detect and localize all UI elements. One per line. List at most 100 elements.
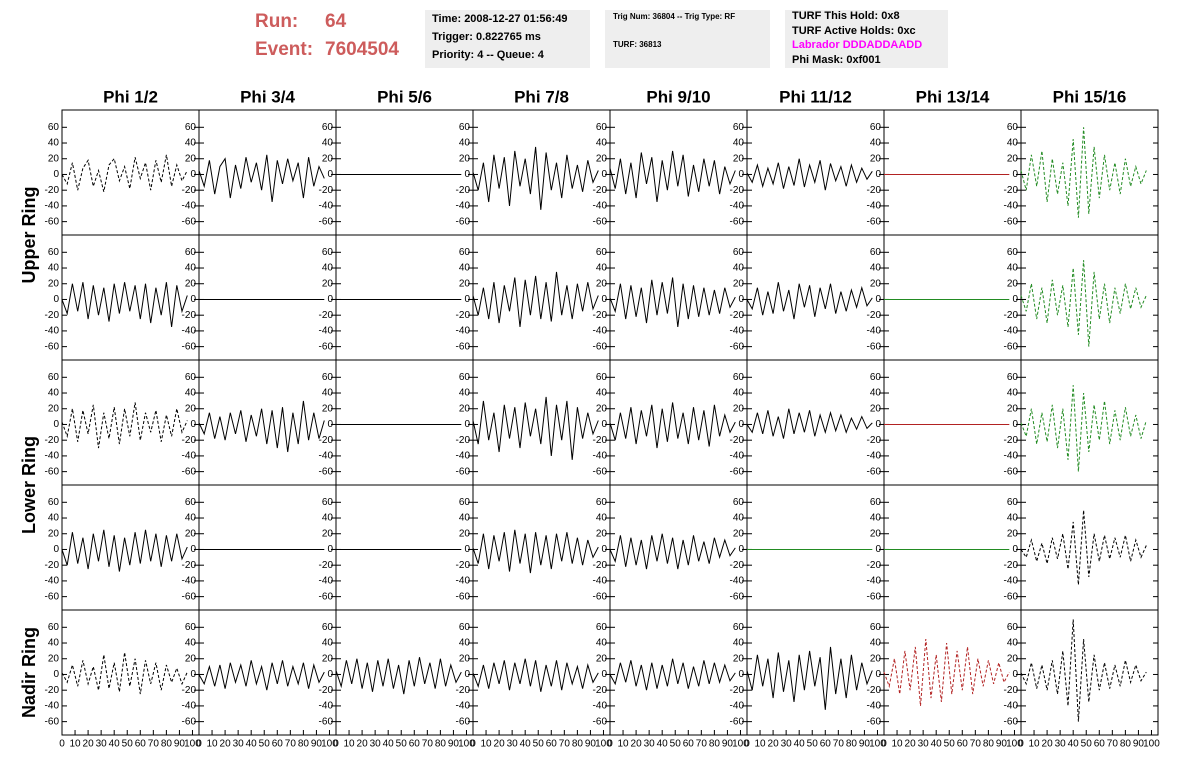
- waveform: [746, 282, 873, 320]
- y-tick-label: 0: [601, 419, 607, 430]
- y-tick-label: 20: [185, 403, 197, 414]
- column-title: Phi 9/10: [646, 87, 710, 106]
- waveform: [61, 282, 188, 328]
- y-tick-label: 0: [53, 419, 59, 430]
- x-tick-label: 10: [206, 739, 218, 750]
- panel-frame: [335, 109, 474, 236]
- y-tick-label: 0: [1012, 419, 1018, 430]
- panel-frame: [472, 484, 611, 611]
- y-tick-label: 20: [1007, 653, 1019, 664]
- y-tick-label: 20: [596, 278, 608, 289]
- y-tick-label: -40: [1004, 576, 1019, 587]
- y-tick-label: 60: [322, 622, 334, 633]
- y-tick-label: 60: [322, 497, 334, 508]
- y-tick-label: 20: [596, 153, 608, 164]
- y-tick-label: -40: [456, 701, 471, 712]
- y-tick-label: 0: [327, 544, 333, 555]
- y-tick-label: -20: [182, 685, 197, 696]
- y-tick-label: -20: [1004, 185, 1019, 196]
- y-tick-label: 20: [870, 153, 882, 164]
- y-tick-label: -40: [1004, 326, 1019, 337]
- y-tick-label: -60: [45, 341, 60, 352]
- y-tick-label: 0: [464, 669, 470, 680]
- x-tick-label: 40: [657, 739, 669, 750]
- y-tick-label: -20: [730, 560, 745, 571]
- y-tick-label: -60: [456, 716, 471, 727]
- panel-frame: [746, 234, 885, 361]
- y-tick-label: -20: [867, 435, 882, 446]
- y-tick-label: -20: [867, 560, 882, 571]
- panel-frame: [883, 359, 1022, 486]
- y-tick-label: 40: [733, 388, 745, 399]
- y-tick-label: -40: [593, 201, 608, 212]
- x-tick-label: 100: [1143, 739, 1160, 750]
- y-tick-label: 0: [601, 669, 607, 680]
- time: Time: 2008-12-27 01:56:49: [432, 13, 568, 25]
- y-tick-label: -60: [593, 716, 608, 727]
- y-tick-label: -60: [182, 716, 197, 727]
- y-tick-label: 40: [1007, 388, 1019, 399]
- y-tick-label: -40: [730, 326, 745, 337]
- panel-frame: [1020, 609, 1159, 736]
- x-tick-label: 70: [970, 739, 982, 750]
- y-tick-label: 40: [322, 138, 334, 149]
- y-tick-label: 20: [1007, 153, 1019, 164]
- y-tick-label: -60: [319, 716, 334, 727]
- x-tick-label: 60: [272, 739, 284, 750]
- x-tick-label: 80: [572, 739, 584, 750]
- y-tick-label: 40: [870, 388, 882, 399]
- y-tick-label: 20: [870, 653, 882, 664]
- waveform: [335, 657, 462, 695]
- x-tick-label: 100: [595, 739, 612, 750]
- y-tick-label: -60: [182, 341, 197, 352]
- panel-grid: Phi 1/2 Phi 3/4 Phi 5/6 Phi 7/8 Phi 9/10 Phi …: [19, 87, 1161, 749]
- waveform: [198, 154, 325, 203]
- y-tick-label: 0: [53, 669, 59, 680]
- y-tick-label: -60: [1004, 341, 1019, 352]
- x-tick-label: 0: [59, 739, 65, 750]
- waveform: [1020, 127, 1147, 218]
- x-tick-label: 60: [409, 739, 421, 750]
- x-tick-label: 20: [83, 739, 95, 750]
- y-tick-label: 20: [596, 653, 608, 664]
- y-tick-label: -40: [456, 326, 471, 337]
- y-tick-label: 60: [870, 122, 882, 133]
- x-tick-label: 70: [285, 739, 297, 750]
- y-tick-label: 40: [733, 263, 745, 274]
- x-tick-label: 40: [520, 739, 532, 750]
- panel-frame: [1020, 484, 1159, 611]
- panel-frame: [472, 109, 611, 236]
- waveform: [746, 408, 873, 439]
- y-tick-label: -20: [182, 185, 197, 196]
- y-tick-label: 0: [738, 169, 744, 180]
- y-tick-label: 20: [459, 653, 471, 664]
- y-tick-label: 0: [1012, 169, 1018, 180]
- y-tick-label: -40: [45, 201, 60, 212]
- y-tick-label: 60: [185, 247, 197, 258]
- x-tick-label: 50: [533, 739, 545, 750]
- y-tick-label: 0: [875, 544, 881, 555]
- x-tick-label: 60: [1094, 739, 1106, 750]
- y-tick-label: 60: [48, 122, 60, 133]
- waveform: [472, 396, 599, 460]
- y-tick-label: 40: [48, 138, 60, 149]
- y-tick-label: -40: [182, 201, 197, 212]
- panel-frame: [335, 484, 474, 611]
- y-tick-label: -60: [1004, 216, 1019, 227]
- y-tick-label: 60: [1007, 122, 1019, 133]
- column-title: Phi 15/16: [1053, 87, 1127, 106]
- y-tick-label: 0: [53, 294, 59, 305]
- y-tick-label: -20: [593, 435, 608, 446]
- waveform: [1020, 619, 1147, 722]
- info-box: [785, 10, 948, 68]
- x-tick-label: 70: [422, 739, 434, 750]
- y-tick-label: 20: [1007, 278, 1019, 289]
- x-tick-label: 90: [722, 739, 734, 750]
- y-tick-label: 60: [596, 622, 608, 633]
- panel-frame: [746, 484, 885, 611]
- y-tick-label: 20: [185, 528, 197, 539]
- y-tick-label: -60: [182, 591, 197, 602]
- y-tick-label: 60: [48, 247, 60, 258]
- y-tick-label: -60: [593, 341, 608, 352]
- y-tick-label: -20: [182, 435, 197, 446]
